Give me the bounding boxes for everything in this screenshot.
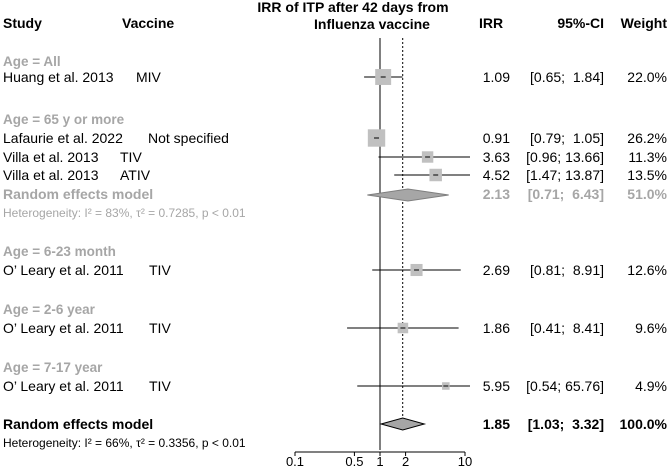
- study-irr: 1.09: [483, 69, 510, 85]
- study-vaccine: MIV: [136, 69, 162, 85]
- header-study: Study: [3, 15, 42, 31]
- header-ci: 95%-CI: [557, 15, 604, 31]
- study-ci: [0.41; 8.41]: [530, 320, 604, 336]
- overall-label: Random effects model: [3, 416, 153, 432]
- subgroup-pooled-weight: 51.0%: [627, 186, 667, 202]
- study-vaccine: Not specified: [148, 130, 229, 146]
- study-weight: 9.6%: [635, 320, 667, 336]
- study-weight: 22.0%: [627, 69, 667, 85]
- forest-marks: 0.1 0.5 1 2 10: [286, 38, 472, 468]
- study-irr: 5.95: [483, 378, 510, 394]
- subgroup-label-65plus: Age = 65 y or more: [3, 112, 125, 127]
- header-plot-title-line2: Influenza vaccine: [314, 16, 430, 32]
- x-axis-tick-label: 0.5: [345, 454, 363, 468]
- study-irr: 3.63: [483, 149, 510, 165]
- study-vaccine: TIV: [149, 262, 171, 278]
- study-vaccine: TIV: [149, 378, 171, 394]
- study-ci: [0.96; 13.66]: [526, 149, 604, 165]
- study-irr: 1.86: [483, 320, 510, 336]
- subgroup-label-6-23-month: Age = 6-23 month: [3, 244, 116, 259]
- study-ci: [1.47; 13.87]: [526, 167, 604, 183]
- study-weight: 26.2%: [627, 130, 667, 146]
- subgroup-pooled-ci: [0.71; 6.43]: [528, 186, 604, 202]
- subgroup-label-all: Age = All: [3, 54, 61, 69]
- study-name: O’ Leary et al. 2011: [3, 320, 124, 336]
- study-name: O’ Leary et al. 2011: [3, 378, 124, 394]
- study-irr: 0.91: [483, 130, 510, 146]
- subgroup-label-2-6-year: Age = 2-6 year: [3, 302, 96, 317]
- subgroup-pooled-irr: 2.13: [483, 186, 510, 202]
- study-irr: 2.69: [483, 262, 510, 278]
- header-weight: Weight: [621, 15, 668, 31]
- study-name: O’ Leary et al. 2011: [3, 262, 124, 278]
- study-name: Villa et al. 2013: [3, 167, 99, 183]
- subgroup-label-7-17-year: Age = 7-17 year: [3, 360, 103, 375]
- study-ci: [0.81; 8.91]: [530, 262, 604, 278]
- study-weight: 12.6%: [627, 262, 667, 278]
- x-axis-tick-label: 1: [376, 454, 383, 468]
- study-ci: [0.79; 1.05]: [530, 130, 604, 146]
- study-name: Villa et al. 2013: [3, 149, 99, 165]
- study-vaccine: ATIV: [120, 167, 151, 183]
- subgroup-pooled-diamond: [367, 188, 449, 202]
- overall-heterogeneity: Heterogeneity: I² = 66%, τ² = 0.3356, p …: [3, 436, 246, 450]
- overall-irr: 1.85: [483, 416, 510, 432]
- x-axis-tick-label: 2: [402, 454, 409, 468]
- header-vaccine: Vaccine: [122, 15, 174, 31]
- study-name: Huang et al. 2013: [3, 69, 114, 85]
- subgroup-heterogeneity: Heterogeneity: I² = 83%, τ² = 0.7285, p …: [3, 206, 246, 220]
- study-ci: [0.54; 65.76]: [526, 378, 604, 394]
- study-weight: 11.3%: [628, 149, 667, 165]
- overall-weight: 100.0%: [620, 416, 668, 432]
- study-ci: [0.65; 1.84]: [530, 69, 604, 85]
- study-vaccine: TIV: [149, 320, 171, 336]
- study-vaccine: TIV: [120, 149, 142, 165]
- header-irr: IRR: [479, 15, 503, 31]
- study-name: Lafaurie et al. 2022: [3, 130, 123, 146]
- study-weight: 4.9%: [635, 378, 667, 394]
- x-axis-tick-label: 0.1: [286, 454, 304, 468]
- subgroup-pooled-label: Random effects model: [3, 186, 153, 202]
- x-axis-tick-label: 10: [458, 454, 472, 468]
- overall-ci: [1.03; 3.32]: [528, 416, 604, 432]
- overall-diamond: [379, 417, 427, 431]
- header-plot-title-line1: IRR of ITP after 42 days from: [257, 0, 448, 15]
- study-irr: 4.52: [483, 167, 510, 183]
- study-weight: 13.5%: [627, 167, 667, 183]
